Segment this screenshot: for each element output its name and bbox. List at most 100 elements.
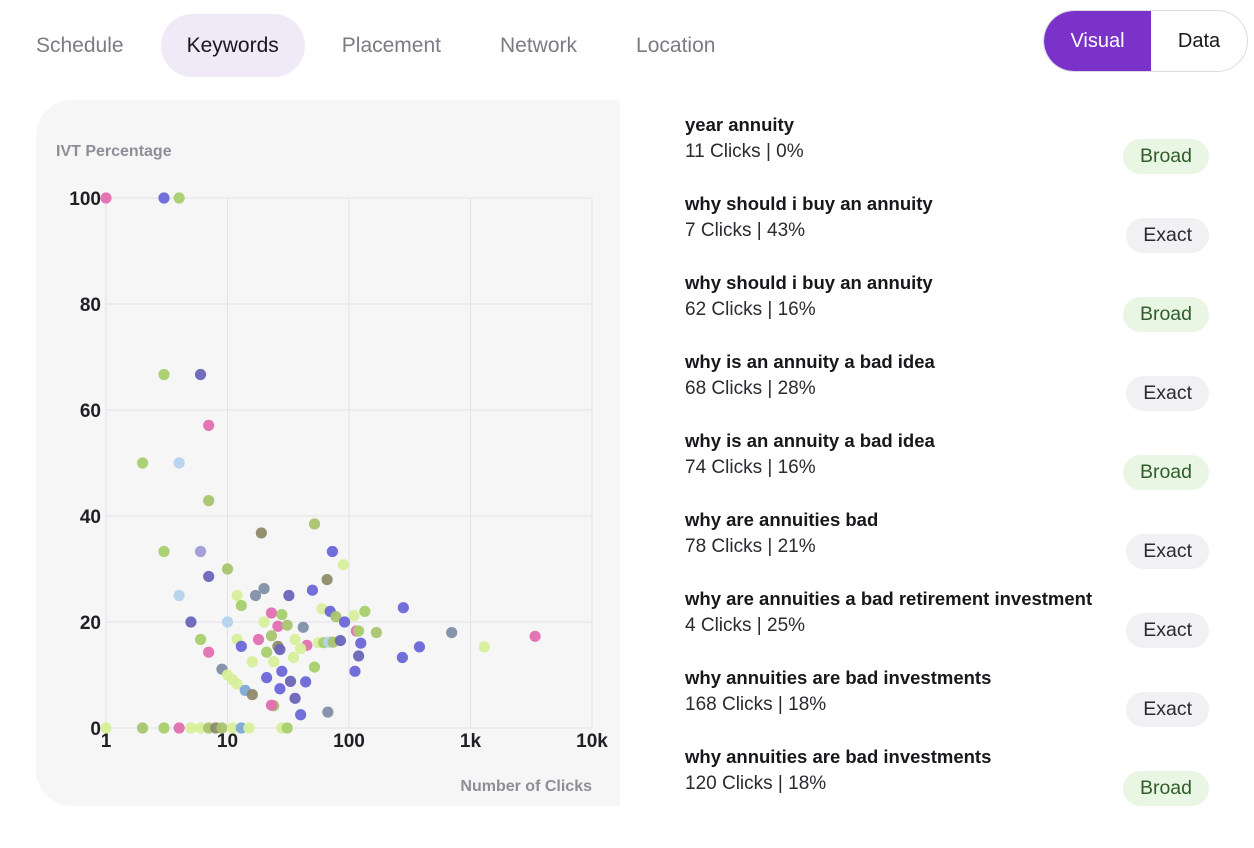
scatter-point[interactable] [261, 646, 273, 658]
scatter-point[interactable] [158, 722, 170, 734]
scatter-point[interactable] [216, 722, 228, 734]
keyword-list-item[interactable]: why are annuities a bad retirement inves… [685, 584, 1215, 663]
scatter-point[interactable] [185, 616, 197, 628]
scatter-point[interactable] [359, 605, 371, 617]
scatter-point[interactable] [284, 675, 297, 687]
scatter-point[interactable] [276, 665, 288, 677]
scatter-point[interactable] [252, 633, 265, 646]
scatter-point[interactable] [349, 665, 361, 677]
keyword-list-item[interactable]: why is an annuity a bad idea 68 Clicks |… [685, 347, 1215, 426]
scatter-point[interactable] [100, 722, 112, 734]
scatter-point[interactable] [321, 574, 333, 586]
scatter-point[interactable] [173, 589, 185, 602]
scatter-point[interactable] [478, 641, 490, 653]
scatter-point[interactable] [396, 651, 408, 664]
scatter-point[interactable] [274, 683, 286, 695]
keyword-list-item[interactable]: why should i buy an annuity 7 Clicks | 4… [685, 189, 1215, 268]
scatter-point[interactable] [203, 419, 215, 431]
scatter-point[interactable] [353, 650, 365, 662]
scatter-point[interactable] [355, 637, 367, 649]
scatter-point[interactable] [272, 620, 284, 632]
scatter-point[interactable] [300, 676, 312, 688]
scatter-point[interactable] [289, 633, 301, 646]
scatter-point[interactable] [337, 559, 350, 571]
scatter-point[interactable] [158, 192, 170, 204]
scatter-point[interactable] [231, 589, 243, 602]
keyword-list-item[interactable]: why is an annuity a bad idea 74 Clicks |… [685, 426, 1215, 505]
scatter-point[interactable] [348, 610, 360, 622]
scatter-point[interactable] [249, 589, 262, 602]
scatter-point[interactable] [353, 625, 365, 637]
scatter-point[interactable] [235, 640, 247, 652]
scatter-point[interactable] [221, 563, 234, 575]
scatter-point[interactable] [276, 608, 288, 621]
scatter-point[interactable] [185, 722, 197, 734]
scatter-point[interactable] [258, 583, 270, 595]
scatter-point[interactable] [295, 709, 307, 721]
scatter-point[interactable] [246, 689, 258, 701]
scatter-point[interactable] [265, 607, 278, 619]
keyword-stats: 74 Clicks | 16% [685, 457, 816, 478]
scatter-point[interactable] [326, 545, 338, 558]
scatter-point[interactable] [289, 692, 301, 704]
scatter-point[interactable] [158, 368, 170, 381]
scatter-point[interactable] [194, 545, 207, 558]
keyword-list-item[interactable]: why annuities are bad investments 168 Cl… [685, 663, 1215, 742]
scatter-point[interactable] [295, 642, 307, 655]
scatter-point[interactable] [136, 457, 149, 469]
scatter-point[interactable] [243, 722, 255, 734]
scatter-point[interactable] [173, 192, 185, 204]
scatter-point[interactable] [413, 641, 426, 653]
tab-keywords[interactable]: Keywords [160, 14, 305, 77]
scatter-point[interactable] [194, 722, 207, 734]
scatter-point[interactable] [203, 570, 215, 583]
keyword-list-item[interactable]: why are annuities bad 78 Clicks | 21% Ex… [685, 505, 1215, 584]
scatter-point[interactable] [339, 616, 351, 628]
scatter-point[interactable] [268, 656, 280, 668]
scatter-point[interactable] [194, 368, 207, 381]
scatter-point[interactable] [306, 584, 319, 596]
scatter-point[interactable] [173, 722, 185, 734]
keyword-list-item[interactable]: year annuity 11 Clicks | 0% Broad [685, 110, 1215, 189]
scatter-point[interactable] [255, 527, 267, 539]
scatter-point[interactable] [203, 495, 215, 507]
scatter-point[interactable] [330, 611, 342, 623]
scatter-point[interactable] [308, 661, 321, 673]
scatter-point[interactable] [529, 630, 541, 642]
tab-placement[interactable]: Placement [341, 33, 441, 57]
visual-button[interactable]: Visual [1044, 11, 1151, 71]
scatter-point[interactable] [281, 619, 293, 631]
scatter-point[interactable] [322, 706, 334, 718]
tab-network[interactable]: Network [500, 33, 578, 57]
scatter-point[interactable] [308, 518, 321, 530]
tab-location[interactable]: Location [636, 33, 716, 57]
keyword-list-item[interactable]: why should i buy an annuity 62 Clicks | … [685, 268, 1215, 347]
tab-schedule[interactable]: Schedule [36, 33, 124, 57]
scatter-point[interactable] [274, 643, 286, 656]
scatter-point[interactable] [370, 627, 382, 639]
scatter-point[interactable] [231, 678, 243, 690]
scatter-point[interactable] [265, 699, 278, 711]
scatter-point[interactable] [100, 192, 112, 204]
keyword-list-item[interactable]: why annuities are bad investments 120 Cl… [685, 742, 1215, 821]
scatter-point[interactable] [258, 616, 270, 628]
scatter-point[interactable] [226, 722, 239, 734]
scatter-point[interactable] [235, 599, 247, 612]
scatter-point[interactable] [283, 589, 295, 602]
scatter-point[interactable] [173, 457, 185, 469]
data-button[interactable]: Data [1177, 29, 1221, 52]
scatter-point[interactable] [261, 672, 273, 684]
scatter-point[interactable] [446, 627, 458, 639]
scatter-point[interactable] [288, 651, 300, 664]
scatter-point[interactable] [246, 656, 258, 668]
scatter-point[interactable] [265, 630, 278, 642]
scatter-point[interactable] [297, 621, 309, 633]
scatter-point[interactable] [281, 722, 293, 734]
scatter-point[interactable] [158, 545, 170, 558]
scatter-point[interactable] [136, 722, 149, 734]
scatter-point[interactable] [334, 634, 347, 647]
scatter-point[interactable] [203, 646, 215, 658]
scatter-point[interactable] [221, 616, 234, 628]
scatter-point[interactable] [397, 602, 409, 614]
scatter-point[interactable] [194, 633, 207, 646]
